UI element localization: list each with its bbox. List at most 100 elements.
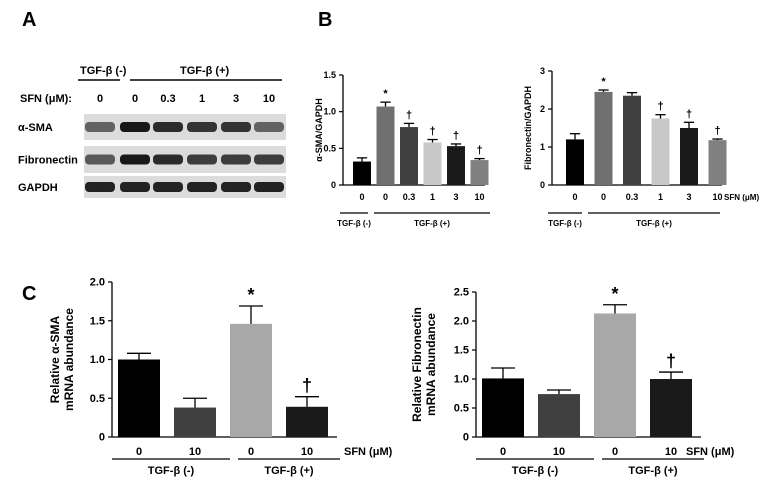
group-label-positive: TGF-β (+) <box>636 219 672 228</box>
blot-band <box>221 182 251 192</box>
panel-label-a: A <box>22 9 36 31</box>
y-tick-label: 0 <box>540 180 545 190</box>
blot-band <box>85 122 115 132</box>
chart-fibronectin-protein: 0 1 2 3 Fibronectin/GAPDH 0 * 0 0.3 † 1 † 3 † 10 TGF-β … <box>523 66 759 228</box>
x-tick-label: 3 <box>453 192 458 202</box>
bar <box>400 127 418 185</box>
blot-band <box>120 122 150 132</box>
blot-header: TGF-β (-) TGF-β (+) SFN (μM): 0 0 0.3 1 3 10 <box>20 65 282 105</box>
y-axis-label: Relative Fibronectin <box>410 307 424 422</box>
blot-band <box>120 154 150 165</box>
y-axis-label: Relative α-SMA <box>48 315 62 403</box>
significance-mark: * <box>247 285 254 305</box>
y-tick-label: 3 <box>540 66 545 76</box>
group-label-negative: TGF-β (-) <box>548 219 582 228</box>
bar <box>566 139 584 185</box>
x-tick-label: 3 <box>686 192 691 202</box>
y-tick-label: 1.5 <box>90 315 105 327</box>
y-tick-label: 2.5 <box>454 287 469 299</box>
bar <box>470 160 489 185</box>
x-tick-label: 0.3 <box>626 192 639 202</box>
x-unit-label: SFN (μM) <box>344 446 393 458</box>
blot-dose-label: 3 <box>233 93 239 105</box>
blot-band <box>187 154 217 165</box>
significance-mark: † <box>686 108 692 120</box>
y-tick-label: 0.5 <box>323 143 336 153</box>
blot-band <box>254 154 284 165</box>
x-tick-label: 0 <box>359 192 364 202</box>
blot-band <box>120 182 150 192</box>
blot-row: GAPDH <box>18 176 286 198</box>
x-tick-label: 0 <box>383 192 388 202</box>
x-tick-label: 0 <box>136 446 142 458</box>
group-label-positive: TGF-β (+) <box>628 465 678 477</box>
blot-tgf-positive: TGF-β (+) <box>180 65 230 77</box>
x-tick-label: 1 <box>658 192 663 202</box>
blot-dose-label: 0 <box>97 93 103 105</box>
significance-mark: * <box>383 88 388 100</box>
bar <box>594 313 636 437</box>
bar <box>286 406 328 437</box>
y-tick-label: 0.5 <box>454 403 469 415</box>
blot-band <box>221 154 251 165</box>
blot-band <box>85 182 115 192</box>
blot-band <box>254 182 284 192</box>
x-tick-label: 0 <box>248 446 254 458</box>
bar <box>538 394 580 437</box>
blot-rows: α-SMA Fibronectin GAPDH <box>18 114 286 198</box>
x-tick-label: 10 <box>474 192 484 202</box>
significance-mark: * <box>601 76 606 88</box>
y-tick-label: 0 <box>99 432 105 444</box>
group-label-negative: TGF-β (-) <box>148 465 195 477</box>
chart-asma-protein: 0 0.5 1.0 1.5 α-SMA/GAPDH 0 * 0 † 0.3 † 1 † 3 † 10 TGF-β… <box>314 70 490 228</box>
blot-tgf-negative: TGF-β (-) <box>80 65 127 77</box>
y-tick-label: 1.0 <box>454 374 469 386</box>
bar <box>174 407 216 437</box>
y-tick-label: 1.0 <box>323 107 336 117</box>
bar <box>623 95 641 185</box>
blot-sfn-label: SFN (μM): <box>20 93 72 105</box>
bar <box>651 118 670 185</box>
bar <box>353 161 371 185</box>
blot-row: α-SMA <box>18 114 286 140</box>
bar <box>680 128 698 185</box>
blot-dose-label: 10 <box>263 93 275 105</box>
y-axis-label: Fibronectin/GAPDH <box>523 86 533 170</box>
blot-band <box>254 122 284 132</box>
blot-membrane <box>84 146 286 173</box>
x-tick-label: 0 <box>612 446 618 458</box>
group-label-negative: TGF-β (-) <box>512 465 559 477</box>
x-tick-label: 10 <box>665 446 677 458</box>
significance-mark: † <box>453 130 459 142</box>
blot-band <box>153 154 183 165</box>
blot-dose-label: 0 <box>132 93 138 105</box>
blot-row-label: α-SMA <box>18 122 53 134</box>
bar <box>482 378 524 437</box>
x-tick-label: 0 <box>500 446 506 458</box>
y-axis-label: mRNA abundance <box>424 313 438 416</box>
y-tick-label: 2.0 <box>454 316 469 328</box>
significance-mark: † <box>429 126 435 138</box>
bar <box>423 142 442 185</box>
y-tick-label: 0.5 <box>90 393 105 405</box>
blot-row-label: Fibronectin <box>18 155 78 167</box>
x-tick-label: 10 <box>189 446 201 458</box>
significance-mark: * <box>611 284 618 304</box>
blot-band <box>153 182 183 192</box>
y-tick-label: 1 <box>540 142 545 152</box>
x-tick-label: 10 <box>301 446 313 458</box>
x-tick-label: 0.3 <box>403 192 416 202</box>
significance-mark: † <box>302 376 312 396</box>
blot-membrane <box>84 114 286 140</box>
x-unit-label: SFN (μM) <box>724 193 759 202</box>
blot-dose-label: 0.3 <box>160 93 175 105</box>
blot-band <box>153 122 183 132</box>
significance-mark: † <box>657 101 663 113</box>
blot-row-label: GAPDH <box>18 182 58 194</box>
blot-band <box>187 122 217 132</box>
x-tick-label: 10 <box>712 192 722 202</box>
x-tick-label: 1 <box>430 192 435 202</box>
blot-row: Fibronectin <box>18 146 286 173</box>
y-tick-label: 1.0 <box>90 354 105 366</box>
